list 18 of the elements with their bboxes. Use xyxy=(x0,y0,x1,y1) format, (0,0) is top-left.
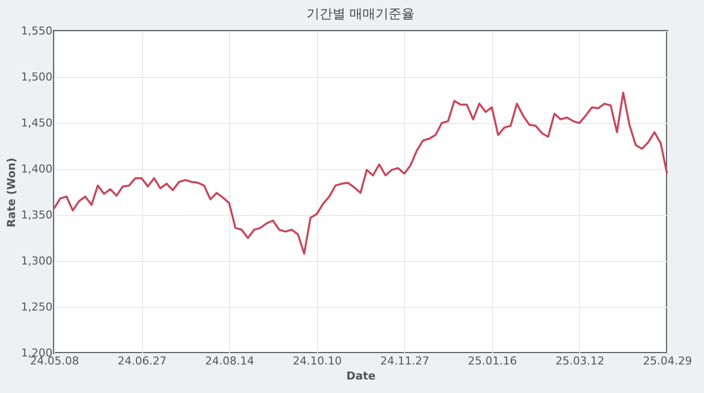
y-tick-label: 1,550 xyxy=(21,24,52,38)
y-tick-label: 1,400 xyxy=(21,162,52,176)
x-tick-label: 24.06.27 xyxy=(118,354,167,368)
x-tick-label: 24.08.14 xyxy=(205,354,254,368)
chart-title: 기간별 매매기준율 xyxy=(306,7,415,22)
x-tick-label: 24.10.10 xyxy=(292,354,342,368)
x-tick-label: 24.11.27 xyxy=(380,354,430,368)
y-tick-label: 1,450 xyxy=(21,116,52,130)
y-tick-label: 1,300 xyxy=(21,254,52,268)
y-tick-label: 1,250 xyxy=(21,300,52,314)
x-tick-label: 25.01.16 xyxy=(468,354,517,368)
y-axis-title: Rate (Won) xyxy=(5,158,18,228)
x-tick-label: 25.03.12 xyxy=(555,354,604,368)
y-tick-label: 1,500 xyxy=(21,70,52,84)
line-series xyxy=(53,92,668,255)
x-tick-label: 25.04.29 xyxy=(643,354,692,368)
y-tick-label: 1,350 xyxy=(21,208,52,222)
x-axis-title: Date xyxy=(346,370,376,382)
